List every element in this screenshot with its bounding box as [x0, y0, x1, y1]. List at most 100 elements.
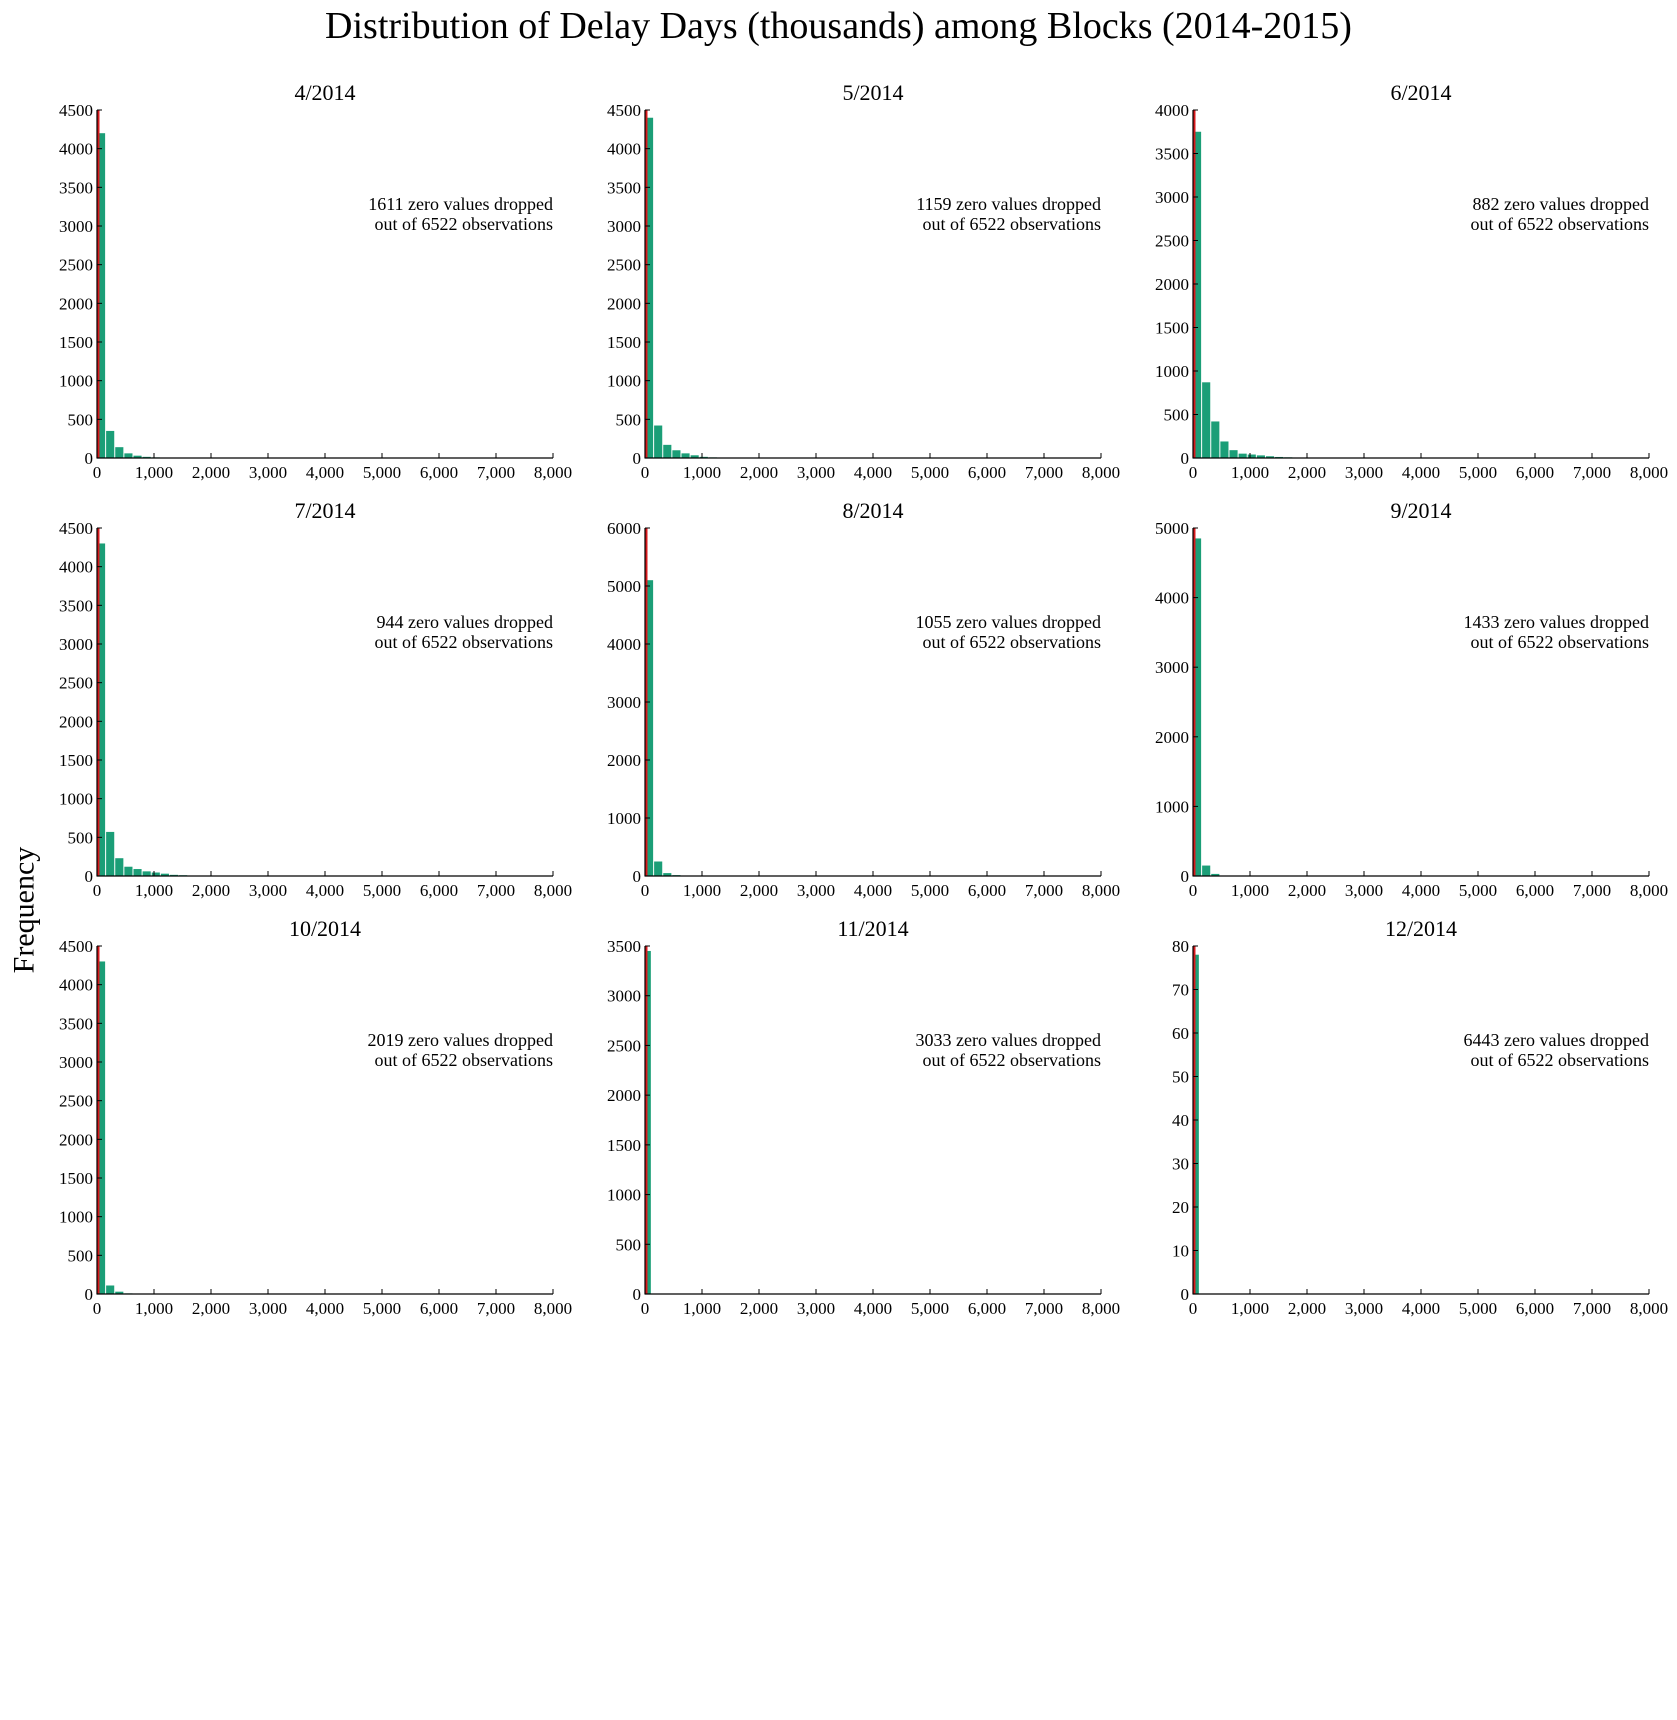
panel-title: 6/2014: [1390, 80, 1451, 105]
y-tick-label: 2000: [607, 1086, 641, 1105]
y-tick-label: 4500: [59, 937, 93, 956]
x-tick-label: 7,000: [1025, 1299, 1063, 1318]
y-tick-label: 40: [1172, 1111, 1189, 1130]
x-tick-label: 1,000: [683, 881, 721, 900]
y-tick-label: 0: [1181, 867, 1190, 886]
y-tick-label: 500: [68, 828, 94, 847]
panel-9: 12/2014 0 10 20 30 40 50 60 70 80 0 1,000 2,000 3,000…: [1172, 916, 1668, 1318]
x-tick-label: 1,000: [135, 1299, 173, 1318]
y-tick-label: 500: [1164, 406, 1190, 425]
histogram-bar: [1211, 873, 1220, 876]
x-tick-label: 3,000: [1345, 1299, 1383, 1318]
y-tick-label: 4500: [607, 101, 641, 120]
x-tick-label: 4,000: [306, 881, 344, 900]
x-tick-label: 4,000: [1402, 463, 1440, 482]
y-tick-label: 3000: [607, 693, 641, 712]
x-tick-label: 4,000: [854, 881, 892, 900]
y-tick-label: 2500: [59, 1092, 93, 1111]
x-tick-label: 7,000: [1025, 881, 1063, 900]
panel-annotation: 3033 zero values dropped: [916, 1030, 1101, 1050]
y-tick-label: 2500: [607, 256, 641, 275]
y-tick-label: 3500: [59, 1014, 93, 1033]
y-tick-label: 500: [68, 410, 94, 429]
x-tick-label: 4,000: [306, 463, 344, 482]
x-tick-label: 8,000: [1082, 881, 1120, 900]
x-tick-label: 8,000: [1630, 1299, 1668, 1318]
panel-annotation: out of 6522 observations: [375, 632, 553, 652]
histogram-bar: [1247, 454, 1256, 458]
panel-title: 12/2014: [1385, 916, 1457, 941]
x-tick-label: 3,000: [797, 881, 835, 900]
x-tick-label: 2,000: [1288, 1299, 1326, 1318]
y-tick-label: 0: [633, 449, 642, 468]
y-tick-label: 2000: [59, 294, 93, 313]
panel-annotation: out of 6522 observations: [1471, 214, 1649, 234]
x-tick-label: 6,000: [968, 881, 1006, 900]
x-tick-label: 1,000: [1231, 463, 1269, 482]
x-tick-label: 2,000: [192, 881, 230, 900]
x-tick-label: 5,000: [1459, 1299, 1497, 1318]
histogram-bar: [654, 861, 663, 876]
panel-annotation: 1159 zero values dropped: [916, 194, 1101, 214]
y-tick-label: 20: [1172, 1198, 1189, 1217]
histogram-bar: [151, 872, 160, 876]
histogram-bar: [645, 580, 654, 876]
x-tick-label: 3,000: [249, 881, 287, 900]
y-tick-label: 1000: [607, 372, 641, 391]
panel-annotation: 1055 zero values dropped: [916, 612, 1101, 632]
y-tick-label: 1500: [59, 1169, 93, 1188]
figure-title: Distribution of Delay Days (thousands) a…: [325, 5, 1352, 47]
panel-title: 8/2014: [842, 498, 903, 523]
y-tick-label: 3000: [607, 987, 641, 1006]
x-tick-label: 0: [1189, 463, 1198, 482]
panel-annotation: 2019 zero values dropped: [368, 1030, 553, 1050]
y-tick-label: 6000: [607, 519, 641, 538]
x-tick-label: 2,000: [192, 1299, 230, 1318]
x-tick-label: 2,000: [740, 463, 778, 482]
histogram-bar: [115, 858, 124, 876]
panel-annotation: out of 6522 observations: [1471, 1050, 1649, 1070]
histogram-bar: [106, 430, 115, 458]
histogram-bar: [124, 453, 133, 458]
x-tick-label: 0: [93, 1299, 102, 1318]
y-tick-label: 3500: [59, 178, 93, 197]
panel-3: 6/2014 0 500 1000 1500 2000 2500 3000 3500 4000 0 1…: [1155, 80, 1668, 482]
histogram-bar: [106, 831, 115, 876]
panel-7: 10/2014 0 500 1000 1500 2000 2500 3000 3500 4000 4…: [59, 916, 572, 1318]
x-tick-label: 3,000: [249, 1299, 287, 1318]
panel-8: 11/2014 0 500 1000 1500 2000 2500 3000 3500 0 1,00…: [607, 916, 1120, 1318]
histogram-bar: [1193, 131, 1202, 458]
histogram-bar: [124, 866, 133, 876]
x-tick-label: 6,000: [968, 1299, 1006, 1318]
x-tick-label: 2,000: [192, 463, 230, 482]
panel-annotation: out of 6522 observations: [923, 1050, 1101, 1070]
x-tick-label: 1,000: [683, 1299, 721, 1318]
x-tick-label: 1,000: [135, 463, 173, 482]
x-tick-label: 6,000: [420, 881, 458, 900]
x-tick-label: 4,000: [854, 1299, 892, 1318]
y-tick-label: 3500: [1155, 145, 1189, 164]
x-tick-label: 5,000: [1459, 881, 1497, 900]
x-tick-label: 3,000: [249, 463, 287, 482]
y-tick-label: 70: [1172, 981, 1189, 1000]
panel-annotation: out of 6522 observations: [1471, 632, 1649, 652]
histogram-bar: [1193, 538, 1202, 876]
histogram-bar: [160, 873, 169, 876]
histogram-bar: [1238, 453, 1247, 458]
y-tick-label: 3500: [607, 937, 641, 956]
y-tick-label: 2500: [607, 1036, 641, 1055]
panel-5: 8/2014 0 1000 2000 3000 4000 5000 6000 0 1,000 2,0…: [607, 498, 1120, 900]
y-tick-label: 1000: [59, 790, 93, 809]
y-tick-label: 2000: [607, 294, 641, 313]
x-tick-label: 2,000: [740, 881, 778, 900]
histogram-bar: [681, 453, 690, 458]
x-tick-label: 3,000: [797, 463, 835, 482]
y-tick-label: 4000: [59, 140, 93, 159]
histogram-bar: [115, 447, 124, 458]
histogram-bar: [645, 117, 654, 458]
y-tick-label: 4500: [59, 101, 93, 120]
x-tick-label: 8,000: [534, 881, 572, 900]
histogram-bar: [1202, 865, 1211, 876]
histogram-bar: [106, 1285, 115, 1294]
